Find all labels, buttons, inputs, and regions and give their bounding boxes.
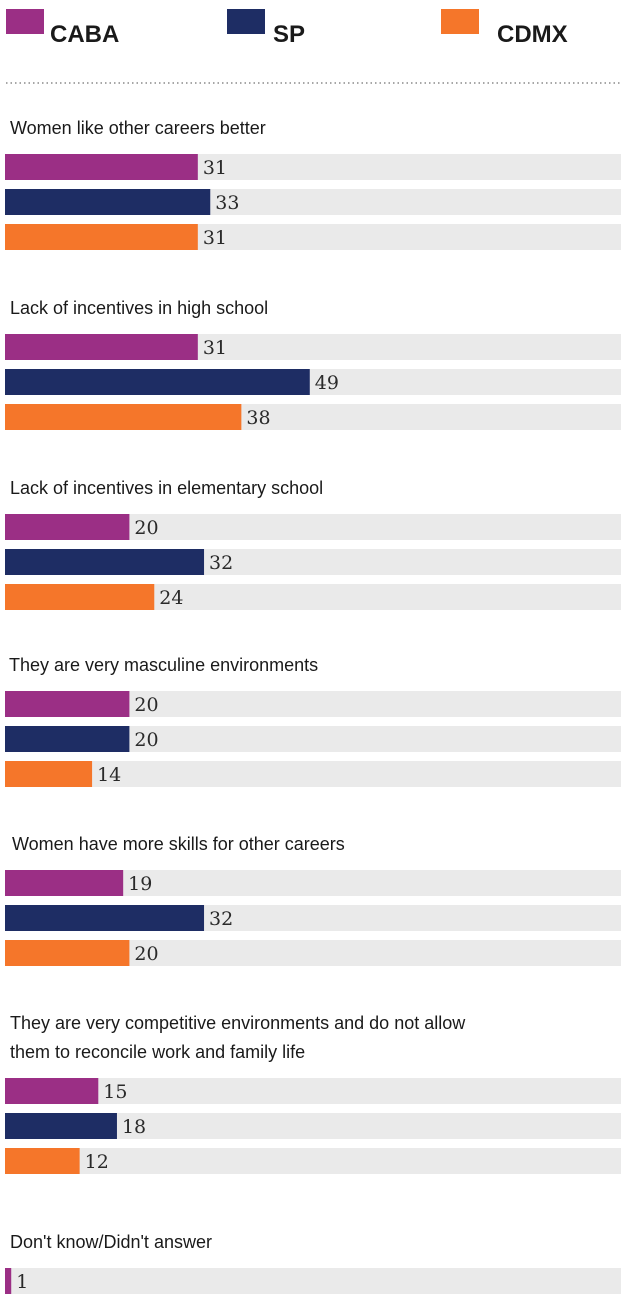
bar-cdmx [5, 761, 93, 787]
bar-caba [5, 1078, 99, 1104]
category-label: them to reconcile work and family life [10, 1042, 305, 1062]
value-label: 18 [122, 1116, 146, 1138]
value-label: 32 [209, 908, 233, 930]
category-label: Women have more skills for other careers [12, 834, 345, 854]
bar-track [5, 1078, 621, 1104]
bar-caba [5, 870, 124, 896]
category-group: They are very masculine environments 20 20… [5, 655, 621, 787]
bar-cdmx [5, 1148, 80, 1174]
bar-sp [5, 1113, 117, 1139]
value-label: 38 [246, 407, 270, 429]
value-label: 32 [209, 552, 233, 574]
category-label: Lack of incentives in high school [10, 298, 268, 318]
value-label: 20 [134, 943, 158, 965]
bar-track [5, 1148, 621, 1174]
category-group: They are very competitive environments a… [5, 1013, 621, 1174]
category-group: Women have more skills for other careers… [5, 834, 621, 966]
value-label: 31 [203, 337, 227, 359]
chart-groups: Women like other careers better313331Lac… [5, 118, 621, 1294]
value-label: 14 [97, 764, 121, 786]
bar-sp [5, 189, 211, 215]
bar-sp [5, 549, 205, 575]
legend-label-cdmx: CDMX [497, 21, 568, 48]
bar-caba [5, 154, 198, 180]
value-label: 12 [85, 1151, 109, 1173]
value-label: 19 [128, 873, 152, 895]
value-label: 20 [134, 729, 158, 751]
category-label: They are very masculine environments [9, 655, 318, 675]
bar-caba [5, 514, 130, 540]
legend-swatch-sp [227, 9, 265, 34]
bar-sp [5, 369, 310, 395]
bar-caba [5, 334, 198, 360]
value-label: 24 [159, 587, 183, 609]
legend: CABA SP CDMX [6, 9, 568, 48]
legend-swatch-cdmx [441, 9, 479, 34]
category-group: Women like other careers better 31 33 31 [5, 118, 621, 250]
bar-cdmx [5, 224, 198, 250]
category-label: Lack of incentives in elementary school [10, 478, 323, 498]
value-label: 20 [134, 694, 158, 716]
category-group: Don't know/Didn't answer 1 [5, 1232, 621, 1294]
legend-label-caba: CABA [50, 21, 119, 48]
value-label: 15 [103, 1081, 127, 1103]
category-label: They are very competitive environments a… [10, 1013, 466, 1033]
value-label: 20 [134, 517, 158, 539]
legend-label-sp: SP [273, 21, 305, 48]
category-label: Women like other careers better [10, 118, 266, 138]
value-label: 31 [203, 227, 227, 249]
bar-cdmx [5, 404, 242, 430]
value-label: 49 [315, 372, 339, 394]
bar-caba [5, 1268, 12, 1294]
bar-sp [5, 726, 130, 752]
category-group: Lack of incentives in elementary school 2… [5, 478, 621, 610]
legend-swatch-caba [6, 9, 44, 34]
value-label: 1 [16, 1271, 28, 1293]
category-label: Don't know/Didn't answer [10, 1232, 212, 1252]
value-label: 33 [215, 192, 239, 214]
bar-caba [5, 691, 130, 717]
value-label: 31 [203, 157, 227, 179]
bar-cdmx [5, 940, 130, 966]
category-group: Lack of incentives in high school 31 49 38 [5, 298, 621, 430]
bar-sp [5, 905, 205, 931]
bar-cdmx [5, 584, 155, 610]
bar-track [5, 1268, 621, 1294]
bar-track [5, 761, 621, 787]
